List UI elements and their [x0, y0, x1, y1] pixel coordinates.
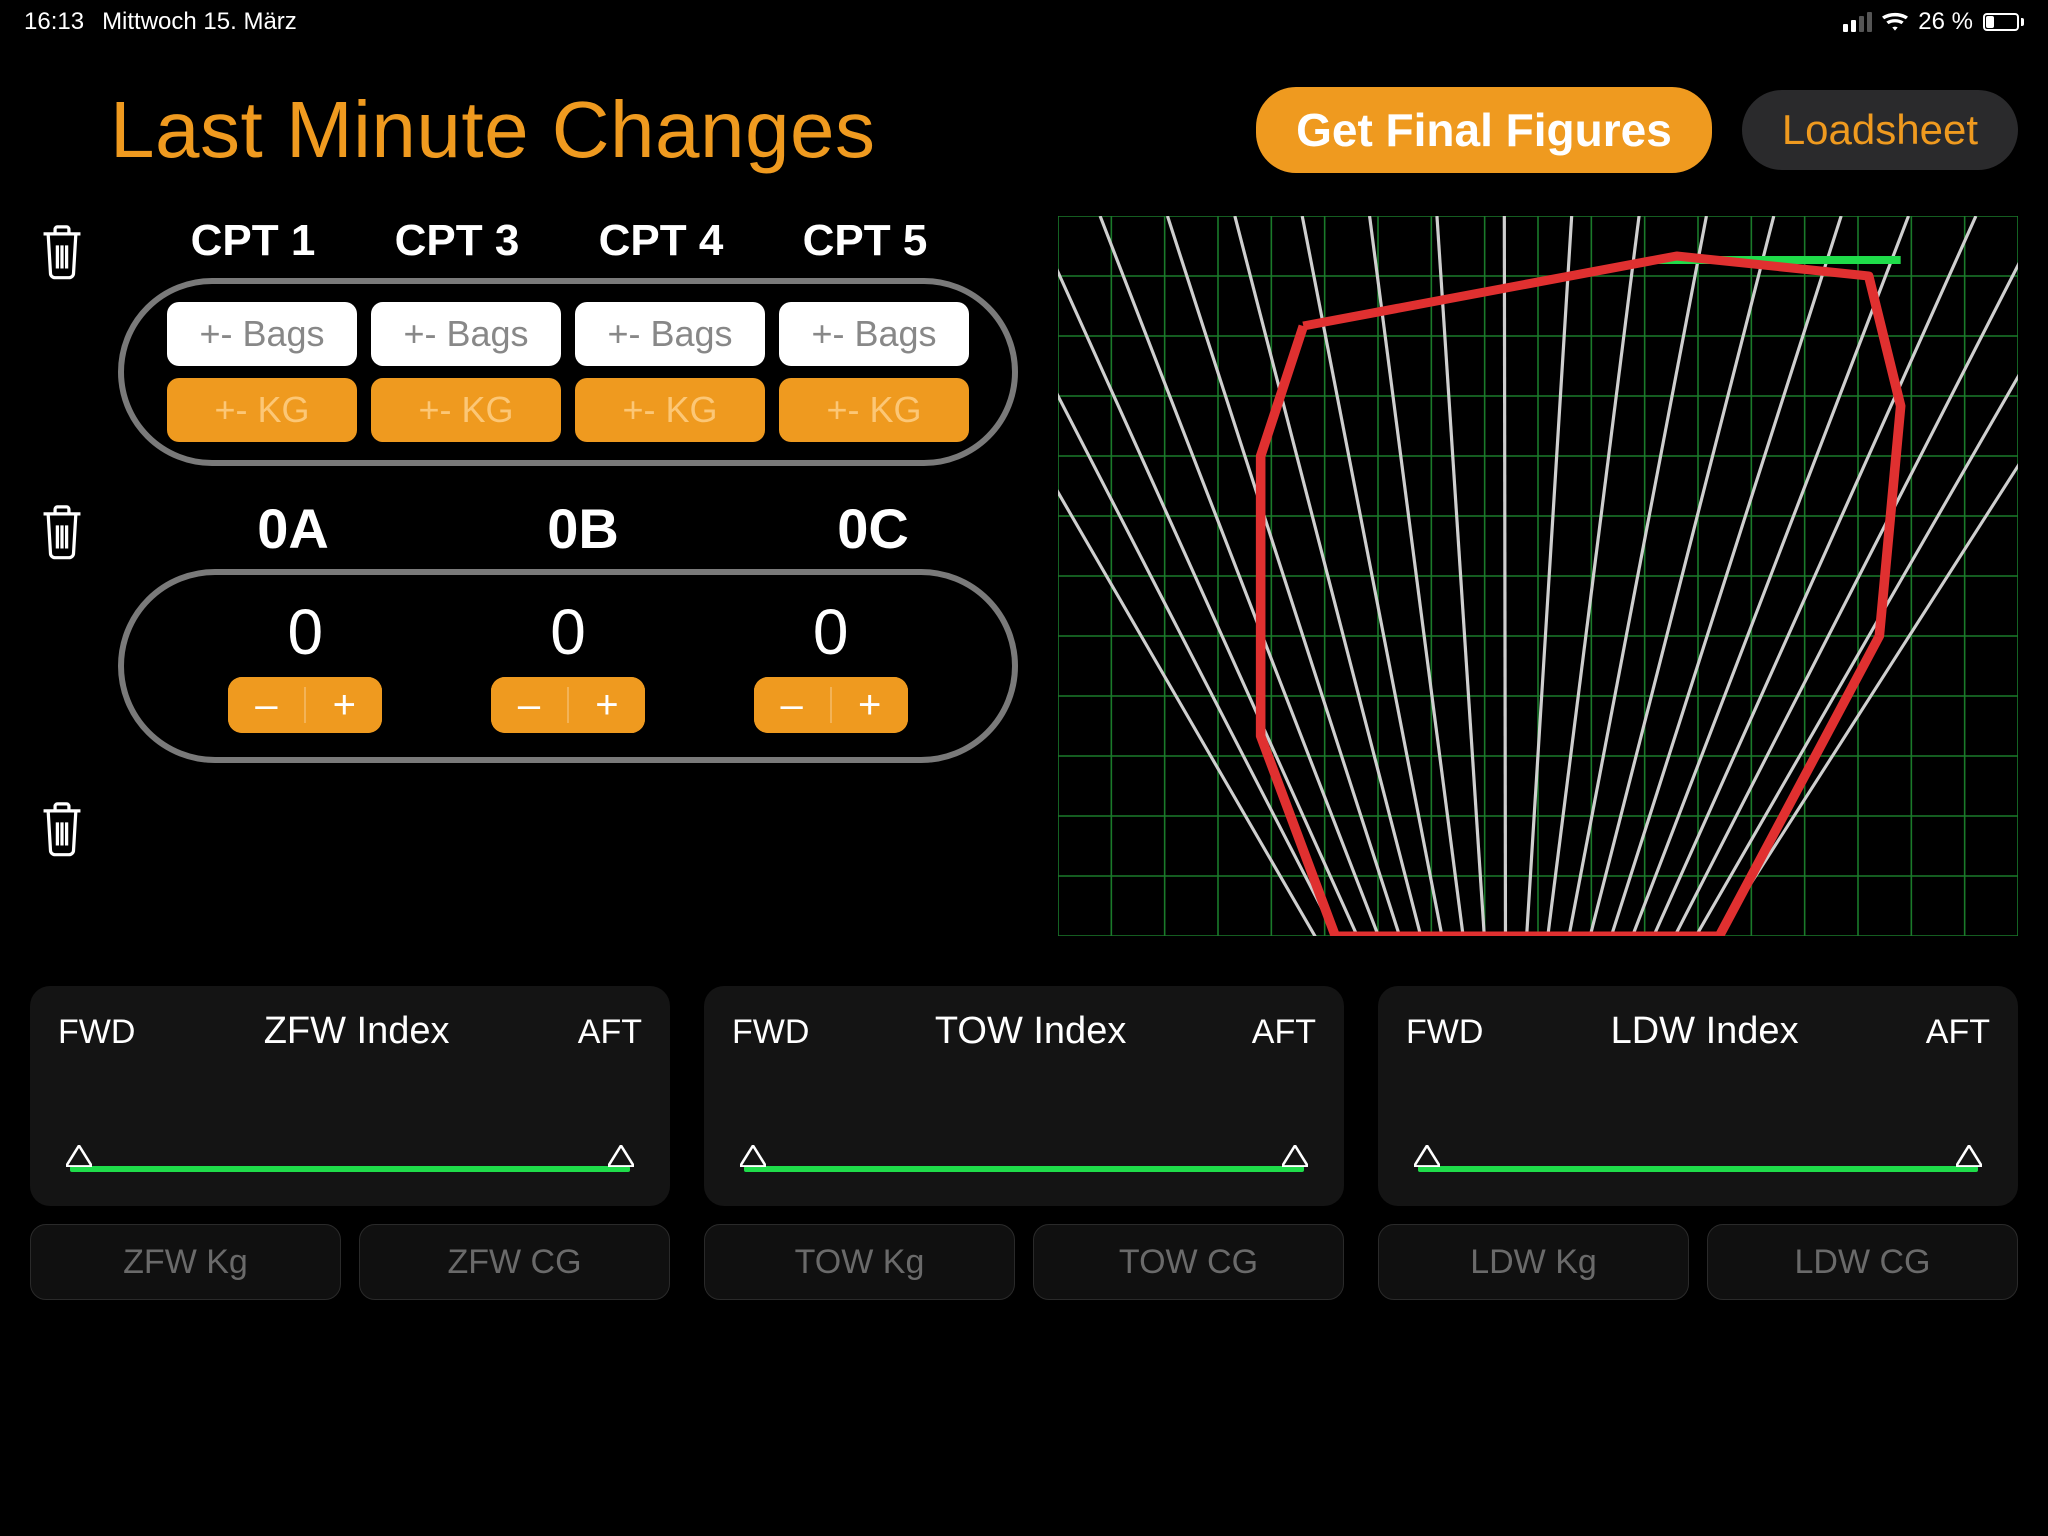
index-bar: [1418, 1166, 1978, 1172]
index-cg-button[interactable]: LDW CG: [1707, 1224, 2018, 1300]
fwd-marker-icon: [66, 1143, 92, 1174]
get-final-figures-button[interactable]: Get Final Figures: [1256, 87, 1712, 173]
fwd-label: FWD: [732, 1013, 809, 1052]
page-title: Last Minute Changes: [110, 84, 876, 176]
cpt-header: CPT 5: [770, 216, 960, 266]
index-group: FWD TOW Index AFT TOW Kg TOW CG: [704, 986, 1344, 1300]
zone-0a-stepper: – +: [228, 677, 382, 733]
index-cg-button[interactable]: TOW CG: [1033, 1224, 1344, 1300]
zone-0c-minus-button[interactable]: –: [754, 677, 830, 733]
status-date: Mittwoch 15. März: [102, 8, 297, 36]
zone-0a-value: 0: [190, 595, 420, 669]
index-bar: [744, 1166, 1304, 1172]
zone-0c-plus-button[interactable]: +: [832, 677, 908, 733]
aft-label: AFT: [1252, 1013, 1316, 1052]
index-group: FWD LDW Index AFT LDW Kg LDW CG: [1378, 986, 2018, 1300]
cpt4-bags-input[interactable]: [575, 302, 765, 366]
index-bar: [70, 1166, 630, 1172]
aft-marker-icon: [1282, 1143, 1308, 1174]
index-cg-button[interactable]: ZFW CG: [359, 1224, 670, 1300]
battery-icon: [1983, 13, 2024, 31]
zone-0c-stepper: – +: [754, 677, 908, 733]
zones-section: 0A 0B 0C 0 – +: [30, 496, 1018, 763]
aft-label: AFT: [1926, 1013, 1990, 1052]
index-group: FWD ZFW Index AFT ZFW Kg ZFW CG: [30, 986, 670, 1300]
cpt5-kg-input[interactable]: [779, 378, 969, 442]
zone-0b-value: 0: [453, 595, 683, 669]
status-time: 16:13: [24, 8, 84, 36]
index-card: FWD LDW Index AFT: [1378, 986, 2018, 1206]
fwd-marker-icon: [740, 1143, 766, 1174]
index-title: TOW Index: [935, 1010, 1126, 1053]
cpt-header: CPT 3: [362, 216, 552, 266]
index-card: FWD ZFW Index AFT: [30, 986, 670, 1206]
cg-envelope-chart: [1058, 216, 2018, 936]
zone-0b-plus-button[interactable]: +: [569, 677, 645, 733]
zone-0c-value: 0: [716, 595, 946, 669]
cpt1-bags-input[interactable]: [167, 302, 357, 366]
trash-icon: [34, 500, 90, 560]
zone-0a-plus-button[interactable]: +: [306, 677, 382, 733]
index-title: ZFW Index: [264, 1010, 450, 1053]
index-kg-button[interactable]: LDW Kg: [1378, 1224, 1689, 1300]
index-kg-button[interactable]: TOW Kg: [704, 1224, 1015, 1300]
index-card: FWD TOW Index AFT: [704, 986, 1344, 1206]
wifi-icon: [1882, 12, 1908, 32]
zone-0a-minus-button[interactable]: –: [228, 677, 304, 733]
index-kg-button[interactable]: ZFW Kg: [30, 1224, 341, 1300]
loadsheet-button[interactable]: Loadsheet: [1742, 90, 2018, 170]
zones-fuselage: 0 – + 0 – +: [118, 569, 1018, 763]
cpt1-kg-input[interactable]: [167, 378, 357, 442]
cellular-icon: [1843, 12, 1872, 32]
zone-header: 0B: [468, 496, 698, 561]
cpt3-kg-input[interactable]: [371, 378, 561, 442]
trash-icon: [34, 797, 90, 857]
cpt3-bags-input[interactable]: [371, 302, 561, 366]
fwd-label: FWD: [1406, 1013, 1483, 1052]
cpt-header: CPT 1: [158, 216, 348, 266]
fwd-label: FWD: [58, 1013, 135, 1052]
fwd-marker-icon: [1414, 1143, 1440, 1174]
compartments-section: CPT 1 CPT 3 CPT 4 CPT 5: [30, 216, 1018, 466]
zone-header: 0C: [758, 496, 988, 561]
trash-extra-button[interactable]: [30, 793, 94, 864]
zone-headers: 0A 0B 0C: [178, 496, 1018, 561]
zone-0b-minus-button[interactable]: –: [491, 677, 567, 733]
compartments-fuselage: [118, 278, 1018, 466]
header-row: Last Minute Changes Get Final Figures Lo…: [30, 84, 2018, 176]
aft-marker-icon: [608, 1143, 634, 1174]
battery-percent: 26 %: [1918, 8, 1973, 36]
index-title: LDW Index: [1611, 1010, 1799, 1053]
index-cards-row: FWD ZFW Index AFT ZFW Kg ZFW CG FWD TOW …: [30, 986, 2018, 1300]
cpt4-kg-input[interactable]: [575, 378, 765, 442]
zone-header: 0A: [178, 496, 408, 561]
trash-compartments-button[interactable]: [30, 216, 94, 287]
compartment-headers: CPT 1 CPT 3 CPT 4 CPT 5: [158, 216, 1018, 266]
cpt5-bags-input[interactable]: [779, 302, 969, 366]
zone-0b-stepper: – +: [491, 677, 645, 733]
trash-icon: [34, 220, 90, 280]
status-bar: 16:13 Mittwoch 15. März 26 %: [0, 0, 2048, 44]
aft-label: AFT: [578, 1013, 642, 1052]
cpt-header: CPT 4: [566, 216, 756, 266]
aft-marker-icon: [1956, 1143, 1982, 1174]
trash-zones-button[interactable]: [30, 496, 94, 567]
